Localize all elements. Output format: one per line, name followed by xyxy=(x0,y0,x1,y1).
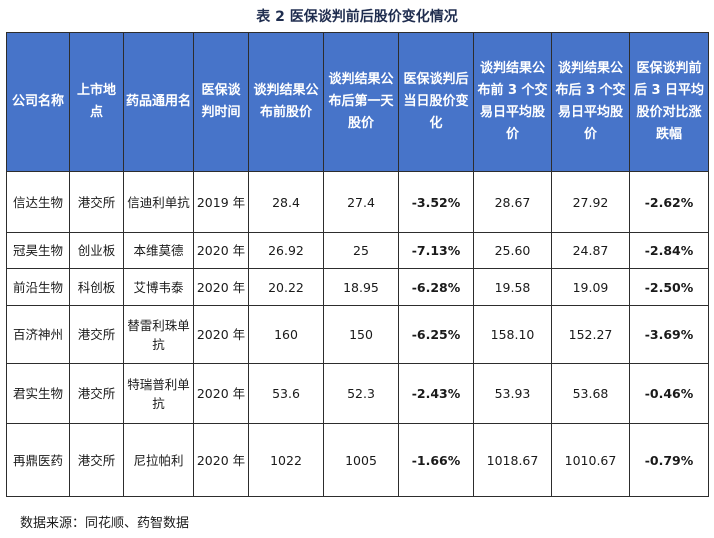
avg-change-cell: -0.46% xyxy=(629,363,709,424)
table-header-row: 公司名称 上市地点 药品通用名 医保谈判时间 谈判结果公布前股价 谈判结果公布后… xyxy=(6,32,709,172)
exchange-cell: 科创板 xyxy=(69,268,124,306)
negotiation-year-cell: 2019 年 xyxy=(193,171,249,233)
company-cell: 百济神州 xyxy=(6,305,70,364)
company-cell: 信达生物 xyxy=(6,171,70,233)
drug-name-cell: 特瑞普利单抗 xyxy=(123,363,194,424)
column-header: 医保谈判时间 xyxy=(193,32,249,172)
avg-after-cell: 152.27 xyxy=(551,305,630,364)
price-after-cell: 27.4 xyxy=(323,171,399,233)
avg-after-cell: 19.09 xyxy=(551,268,630,306)
exchange-cell: 创业板 xyxy=(69,232,124,269)
column-header: 谈判结果公布后第一天股价 xyxy=(323,32,399,172)
stock-price-table: 公司名称 上市地点 药品通用名 医保谈判时间 谈判结果公布前股价 谈判结果公布后… xyxy=(6,32,709,497)
price-before-cell: 20.22 xyxy=(248,268,324,306)
same-day-change-cell: -3.52% xyxy=(398,171,474,233)
column-header: 上市地点 xyxy=(69,32,124,172)
avg-change-cell: -2.84% xyxy=(629,232,709,269)
negotiation-year-cell: 2020 年 xyxy=(193,232,249,269)
price-before-cell: 53.6 xyxy=(248,363,324,424)
avg-before-cell: 28.67 xyxy=(473,171,552,233)
price-before-cell: 26.92 xyxy=(248,232,324,269)
negotiation-year-cell: 2020 年 xyxy=(193,363,249,424)
price-after-cell: 18.95 xyxy=(323,268,399,306)
avg-after-cell: 1010.67 xyxy=(551,423,630,497)
price-before-cell: 160 xyxy=(248,305,324,364)
price-before-cell: 1022 xyxy=(248,423,324,497)
avg-before-cell: 1018.67 xyxy=(473,423,552,497)
avg-after-cell: 53.68 xyxy=(551,363,630,424)
same-day-change-cell: -1.66% xyxy=(398,423,474,497)
avg-before-cell: 158.10 xyxy=(473,305,552,364)
column-header: 谈判结果公布前股价 xyxy=(248,32,324,172)
drug-name-cell: 信迪利单抗 xyxy=(123,171,194,233)
drug-name-cell: 本维莫德 xyxy=(123,232,194,269)
exchange-cell: 港交所 xyxy=(69,363,124,424)
avg-change-cell: -2.50% xyxy=(629,268,709,306)
price-after-cell: 1005 xyxy=(323,423,399,497)
price-after-cell: 150 xyxy=(323,305,399,364)
company-cell: 冠昊生物 xyxy=(6,232,70,269)
same-day-change-cell: -6.28% xyxy=(398,268,474,306)
table-row: 君实生物 港交所 特瑞普利单抗 2020 年 53.6 52.3 -2.43% … xyxy=(6,363,709,424)
negotiation-year-cell: 2020 年 xyxy=(193,305,249,364)
price-after-cell: 25 xyxy=(323,232,399,269)
column-header: 谈判结果公布前 3 个交易日平均股价 xyxy=(473,32,552,172)
avg-after-cell: 24.87 xyxy=(551,232,630,269)
company-cell: 君实生物 xyxy=(6,363,70,424)
negotiation-year-cell: 2020 年 xyxy=(193,268,249,306)
avg-change-cell: -0.79% xyxy=(629,423,709,497)
same-day-change-cell: -7.13% xyxy=(398,232,474,269)
table-row: 前沿生物 科创板 艾博韦泰 2020 年 20.22 18.95 -6.28% … xyxy=(6,268,709,306)
drug-name-cell: 艾博韦泰 xyxy=(123,268,194,306)
company-cell: 前沿生物 xyxy=(6,268,70,306)
column-header: 公司名称 xyxy=(6,32,70,172)
price-before-cell: 28.4 xyxy=(248,171,324,233)
table-row: 百济神州 港交所 替雷利珠单抗 2020 年 160 150 -6.25% 15… xyxy=(6,305,709,364)
column-header: 医保谈判前后 3 日平均股价对比涨跌幅 xyxy=(629,32,709,172)
avg-before-cell: 25.60 xyxy=(473,232,552,269)
same-day-change-cell: -2.43% xyxy=(398,363,474,424)
table-row: 信达生物 港交所 信迪利单抗 2019 年 28.4 27.4 -3.52% 2… xyxy=(6,171,709,233)
exchange-cell: 港交所 xyxy=(69,171,124,233)
table-row: 冠昊生物 创业板 本维莫德 2020 年 26.92 25 -7.13% 25.… xyxy=(6,232,709,269)
company-cell: 再鼎医药 xyxy=(6,423,70,497)
drug-name-cell: 替雷利珠单抗 xyxy=(123,305,194,364)
column-header: 药品通用名 xyxy=(123,32,194,172)
data-source-note: 数据来源：同花顺、药智数据 xyxy=(20,516,190,531)
avg-change-cell: -2.62% xyxy=(629,171,709,233)
price-after-cell: 52.3 xyxy=(323,363,399,424)
same-day-change-cell: -6.25% xyxy=(398,305,474,364)
avg-change-cell: -3.69% xyxy=(629,305,709,364)
avg-before-cell: 19.58 xyxy=(473,268,552,306)
table-caption: 表 2 医保谈判前后股价变化情况 xyxy=(256,9,458,25)
column-header: 医保谈判后当日股价变化 xyxy=(398,32,474,172)
drug-name-cell: 尼拉帕利 xyxy=(123,423,194,497)
table-row: 再鼎医药 港交所 尼拉帕利 2020 年 1022 1005 -1.66% 10… xyxy=(6,423,709,497)
avg-after-cell: 27.92 xyxy=(551,171,630,233)
avg-before-cell: 53.93 xyxy=(473,363,552,424)
exchange-cell: 港交所 xyxy=(69,423,124,497)
negotiation-year-cell: 2020 年 xyxy=(193,423,249,497)
exchange-cell: 港交所 xyxy=(69,305,124,364)
column-header: 谈判结果公布后 3 个交易日平均股价 xyxy=(551,32,630,172)
